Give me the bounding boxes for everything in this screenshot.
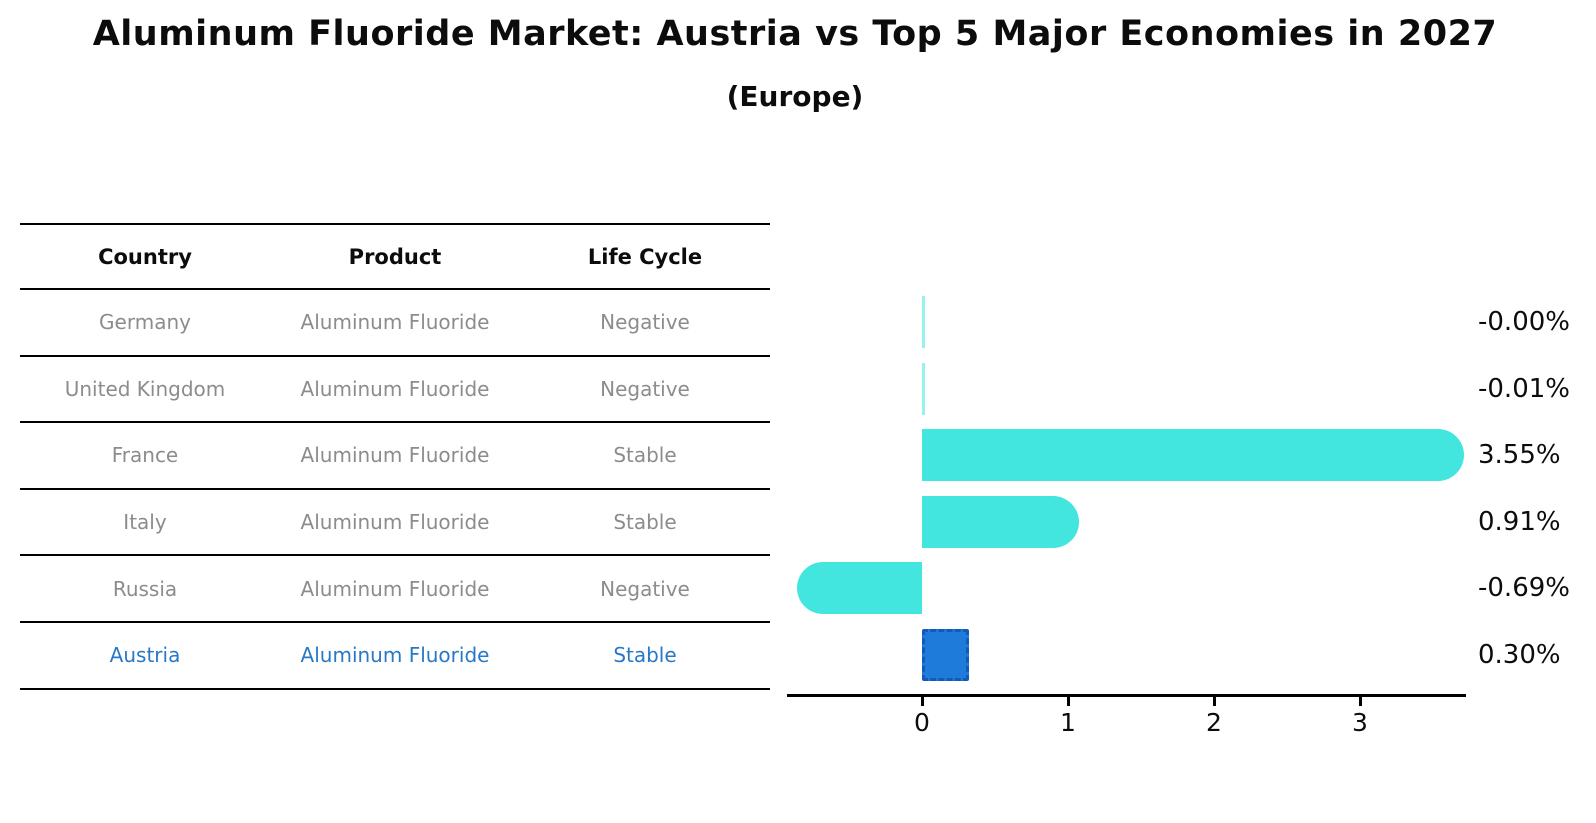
country-table: Country Product Life Cycle Germany Alumi… — [20, 223, 770, 690]
column-header-life-cycle: Life Cycle — [587, 244, 703, 269]
x-axis-tick-2 — [1213, 697, 1216, 706]
cell-country: France — [111, 443, 179, 468]
x-axis-tick-label-2: 2 — [1206, 708, 1222, 737]
bar-row-austria: 0.30% — [790, 622, 1561, 689]
cell-product: Aluminum Fluoride — [300, 510, 490, 535]
bar-germany — [922, 296, 925, 348]
x-axis-tick-1 — [1067, 697, 1070, 706]
x-axis-tick-0 — [921, 697, 924, 706]
table-header-row: Country Product Life Cycle — [20, 225, 770, 290]
cell-life-cycle: Stable — [613, 443, 677, 468]
table-row-austria: Austria Aluminum Fluoride Stable — [20, 623, 770, 690]
cell-country: Austria — [109, 643, 181, 668]
chart-title: Aluminum Fluoride Market: Austria vs Top… — [92, 14, 1498, 54]
value-label-france: 3.55% — [1478, 440, 1561, 471]
cell-country: Italy — [123, 510, 167, 535]
cell-product: Aluminum Fluoride — [300, 310, 490, 335]
chart-subtitle: (Europe) — [726, 80, 864, 113]
bar-italy — [922, 495, 1079, 548]
cell-country: United Kingdom — [64, 376, 226, 401]
value-label-united-kingdom: -0.01% — [1478, 373, 1570, 404]
cell-country: Germany — [99, 310, 191, 335]
cell-life-cycle: Negative — [600, 576, 690, 601]
bar-row-france: 3.55% — [790, 422, 1561, 489]
bar-row-united-kingdom: -0.01% — [790, 356, 1570, 423]
cell-product: Aluminum Fluoride — [300, 376, 490, 401]
cell-life-cycle: Stable — [613, 510, 677, 535]
x-axis-tick-label-3: 3 — [1352, 708, 1368, 737]
cell-product: Aluminum Fluoride — [300, 643, 490, 668]
column-header-product: Product — [348, 244, 442, 269]
value-label-russia: -0.69% — [1478, 573, 1570, 604]
bar-row-russia: -0.69% — [790, 555, 1570, 622]
cell-country: Russia — [112, 576, 178, 601]
bar-united-kingdom — [922, 362, 925, 415]
bar-france — [922, 429, 1465, 482]
column-header-country: Country — [98, 244, 192, 269]
bar-austria — [922, 628, 969, 681]
bar-russia — [797, 562, 922, 615]
value-label-germany: -0.00% — [1478, 307, 1570, 337]
cell-product: Aluminum Fluoride — [300, 576, 490, 601]
bar-row-italy: 0.91% — [790, 489, 1561, 556]
cell-life-cycle: Negative — [600, 310, 690, 335]
bar-row-germany: -0.00% — [790, 289, 1570, 356]
table-row-russia: Russia Aluminum Fluoride Negative — [20, 556, 770, 623]
table-row-italy: Italy Aluminum Fluoride Stable — [20, 490, 770, 557]
value-label-austria: 0.30% — [1478, 639, 1561, 670]
x-axis-tick-label-0: 0 — [914, 708, 930, 737]
x-axis-line — [787, 694, 1466, 697]
cell-life-cycle: Negative — [600, 376, 690, 401]
x-axis-tick-3 — [1359, 697, 1362, 706]
table-row-france: France Aluminum Fluoride Stable — [20, 423, 770, 490]
cell-product: Aluminum Fluoride — [300, 443, 490, 468]
cell-life-cycle: Stable — [613, 643, 677, 668]
bar-chart: -0.00% -0.01% 3.55% 0.91% -0.69% 0.30% — [790, 289, 1570, 689]
x-axis-tick-label-1: 1 — [1060, 708, 1076, 737]
table-row-united-kingdom: United Kingdom Aluminum Fluoride Negativ… — [20, 357, 770, 424]
value-label-italy: 0.91% — [1478, 506, 1561, 537]
table-row-germany: Germany Aluminum Fluoride Negative — [20, 290, 770, 357]
